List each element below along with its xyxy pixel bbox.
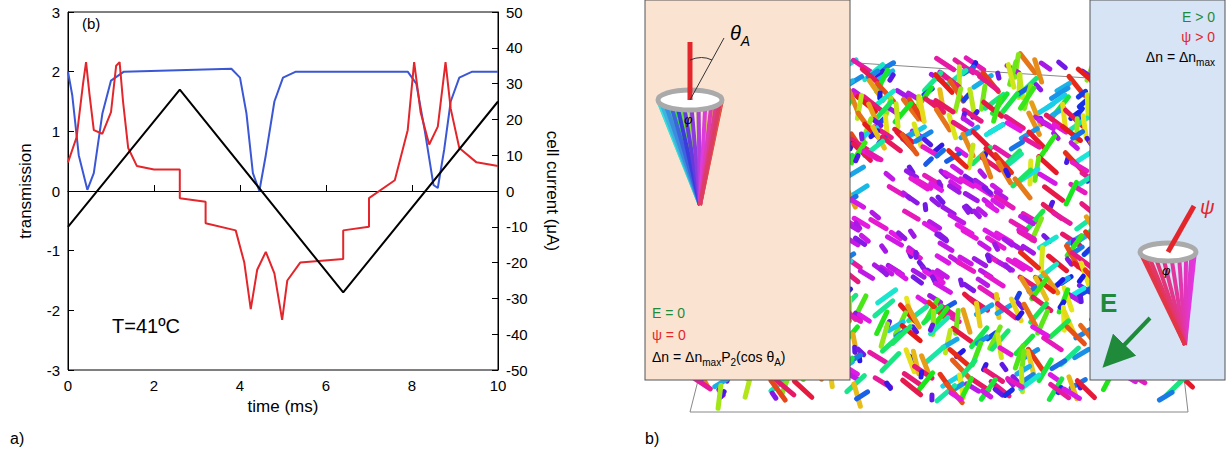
svg-text:-10: -10 [506, 218, 528, 235]
svg-text:φ: φ [1162, 263, 1171, 278]
svg-text:-3: -3 [47, 362, 60, 379]
svg-text:θA: θA [730, 22, 750, 49]
svg-text:-30: -30 [506, 290, 528, 307]
svg-text:0: 0 [64, 377, 72, 394]
svg-text:8: 8 [408, 377, 416, 394]
svg-text:-2: -2 [47, 302, 60, 319]
svg-text:T=41ºC: T=41ºC [112, 315, 180, 337]
svg-text:4: 4 [236, 377, 244, 394]
svg-text:-20: -20 [506, 254, 528, 271]
svg-text:30: 30 [506, 75, 523, 92]
svg-text:Δn = Δnmax: Δn = Δnmax [1146, 49, 1215, 68]
svg-text:a): a) [10, 430, 24, 447]
svg-text:2: 2 [52, 63, 60, 80]
svg-text:Δn = ΔnmaxP2(cos θA): Δn = ΔnmaxP2(cos θA) [652, 349, 786, 368]
svg-text:20: 20 [506, 111, 523, 128]
svg-text:3: 3 [52, 4, 60, 21]
svg-text:-40: -40 [506, 326, 528, 343]
svg-text:ψ > 0: ψ > 0 [1181, 29, 1215, 45]
svg-text:φ: φ [684, 112, 693, 127]
svg-text:E > 0: E > 0 [1182, 9, 1215, 25]
svg-text:(b): (b) [82, 15, 100, 32]
svg-text:50: 50 [506, 4, 523, 21]
svg-text:E = 0: E = 0 [652, 305, 685, 321]
svg-text:40: 40 [506, 39, 523, 56]
svg-text:E: E [1100, 288, 1117, 318]
svg-text:1: 1 [52, 123, 60, 140]
svg-text:transmission: transmission [16, 143, 35, 238]
svg-text:ψ: ψ [1200, 196, 1215, 218]
svg-text:-50: -50 [506, 362, 528, 379]
svg-text:2: 2 [150, 377, 158, 394]
svg-text:cell current (μA): cell current (μA) [543, 131, 562, 251]
svg-text:b): b) [645, 430, 659, 447]
svg-text:time (ms): time (ms) [248, 397, 319, 416]
svg-text:10: 10 [506, 147, 523, 164]
svg-text:ψ = 0: ψ = 0 [652, 327, 686, 343]
svg-text:-1: -1 [47, 242, 60, 259]
svg-text:0: 0 [52, 183, 60, 200]
svg-text:10: 10 [490, 377, 507, 394]
svg-text:0: 0 [506, 183, 514, 200]
svg-text:6: 6 [322, 377, 330, 394]
